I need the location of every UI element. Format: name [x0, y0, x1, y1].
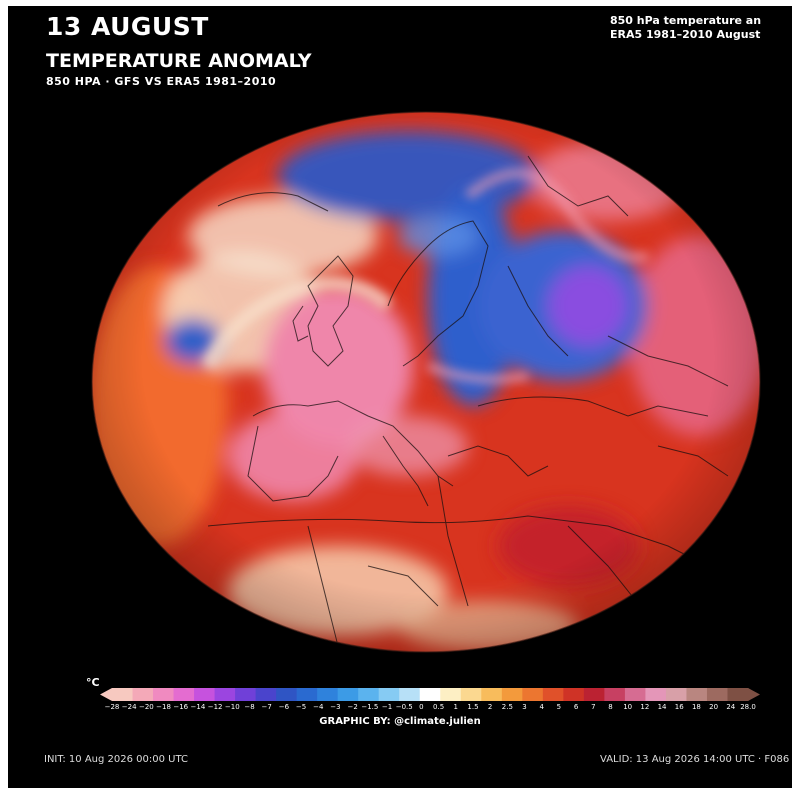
colorbar-tick-label: 6 — [573, 703, 579, 711]
colorbar-tick-label: 8 — [608, 703, 613, 711]
colorbar-cell — [296, 688, 318, 701]
colorbar-ticks: −28 −24 −20 −18 −16 −14 −12 −10 −8 −7 −6 −5 −4 −3 −2 −1… — [100, 703, 760, 715]
anomaly-globe-map — [91, 111, 761, 701]
colorbar-cell — [214, 688, 236, 701]
colorbar-cell — [153, 688, 175, 701]
colorbar-cell — [276, 688, 298, 701]
forecast-date: 13 AUGUST — [46, 12, 209, 41]
colorbar-tick-label: −28 — [104, 703, 120, 711]
colorbar-cell — [173, 688, 195, 701]
colorbar-tick-label: 10 — [623, 703, 633, 711]
colorbar — [100, 688, 760, 701]
colorbar-cell — [501, 688, 523, 701]
description-line-2: ERA5 1981–2010 August — [610, 28, 761, 41]
colorbar-tick-label: 1 — [453, 703, 459, 711]
colorbar-tick-label: 14 — [657, 703, 667, 711]
anomaly-field — [92, 112, 760, 652]
colorbar-tick-label: −18 — [156, 703, 171, 711]
colorbar-tick-label: −7 — [261, 703, 272, 711]
colorbar-tick-label: 7 — [591, 703, 596, 711]
colorbar-tick-label: −14 — [190, 703, 206, 711]
colorbar-tick-label: 28.0 — [740, 703, 756, 711]
colorbar-cell — [358, 688, 380, 701]
colorbar-tick-label: −1.5 — [361, 703, 379, 711]
colorbar-cell — [542, 688, 564, 701]
map-frame: 13 AUGUST TEMPERATURE ANOMALY 850 HPA · … — [8, 6, 792, 788]
valid-time: VALID: 13 Aug 2026 14:00 UTC · F086 — [600, 754, 790, 765]
colorbar-cell — [706, 688, 728, 701]
colorbar-cell — [624, 688, 646, 701]
colorbar-tick-label: 1.5 — [467, 703, 479, 711]
colorbar-tick-label: −0.5 — [395, 703, 413, 711]
colorbar-tick-label: 5 — [556, 703, 562, 711]
colorbar-tick-label: 18 — [691, 703, 701, 711]
colorbar-cell — [563, 688, 585, 701]
colorbar-tick-label: −3 — [330, 703, 341, 711]
colorbar-min-arrow — [100, 688, 112, 701]
colorbar-tick-label: 4 — [539, 703, 544, 711]
colorbar-tick-label: −6 — [278, 703, 290, 711]
graphic-credit: GRAPHIC BY: @climate.julien — [319, 716, 481, 727]
colorbar-tick-label: 0.5 — [433, 703, 445, 711]
colorbar-cell — [112, 688, 134, 701]
colorbar-tick-label: −1 — [381, 703, 393, 711]
colorbar-cell — [399, 688, 421, 701]
colorbar-max-arrow — [748, 688, 760, 701]
colorbar-cell — [583, 688, 605, 701]
colorbar-tick-label: 2 — [487, 703, 493, 711]
colorbar-tick-label: −2 — [347, 703, 358, 711]
colorbar-tick-label: −4 — [313, 703, 324, 711]
colorbar-cell — [686, 688, 708, 701]
colorbar-tick-label: −5 — [295, 703, 307, 711]
colorbar-cell — [194, 688, 216, 701]
colorbar-cell — [317, 688, 339, 701]
colorbar-cell — [132, 688, 154, 701]
init-time: INIT: 10 Aug 2026 00:00 UTC — [44, 754, 188, 765]
colorbar-tick-label: 20 — [709, 703, 719, 711]
map-subtitle: 850 HPA · GFS VS ERA5 1981–2010 — [46, 75, 277, 88]
colorbar-tick-label: 16 — [674, 703, 684, 711]
colorbar-cell — [440, 688, 462, 701]
colorbar-cell — [665, 688, 687, 701]
colorbar-tick-label: 3 — [522, 703, 527, 711]
map-title: TEMPERATURE ANOMALY — [46, 50, 312, 72]
colorbar-cell — [522, 688, 544, 701]
colorbar-cell — [235, 688, 257, 701]
colorbar-cell — [419, 688, 441, 701]
colorbar-unit: °C — [86, 676, 100, 689]
colorbar-tick-label: −8 — [244, 703, 255, 711]
colorbar-cell — [378, 688, 400, 701]
colorbar-cell — [727, 688, 749, 701]
colorbar-tick-label: 0 — [419, 703, 424, 711]
colorbar-cell — [460, 688, 482, 701]
colorbar-cell — [645, 688, 667, 701]
colorbar-tick-label: −12 — [207, 703, 223, 711]
colorbar-tick-label: −20 — [138, 703, 154, 711]
colorbar-tick-label: −16 — [173, 703, 189, 711]
colorbar-tick-label: 2.5 — [501, 703, 513, 711]
colorbar-cell — [481, 688, 503, 701]
colorbar-tick-label: −10 — [224, 703, 240, 711]
colorbar-cell — [604, 688, 626, 701]
colorbar-cell — [337, 688, 359, 701]
colorbar-tick-label: −24 — [121, 703, 137, 711]
colorbar-cell — [255, 688, 277, 701]
colorbar-tick-label: 12 — [640, 703, 650, 711]
colorbar-tick-label: 24 — [726, 703, 736, 711]
description-line-1: 850 hPa temperature an — [610, 14, 762, 27]
